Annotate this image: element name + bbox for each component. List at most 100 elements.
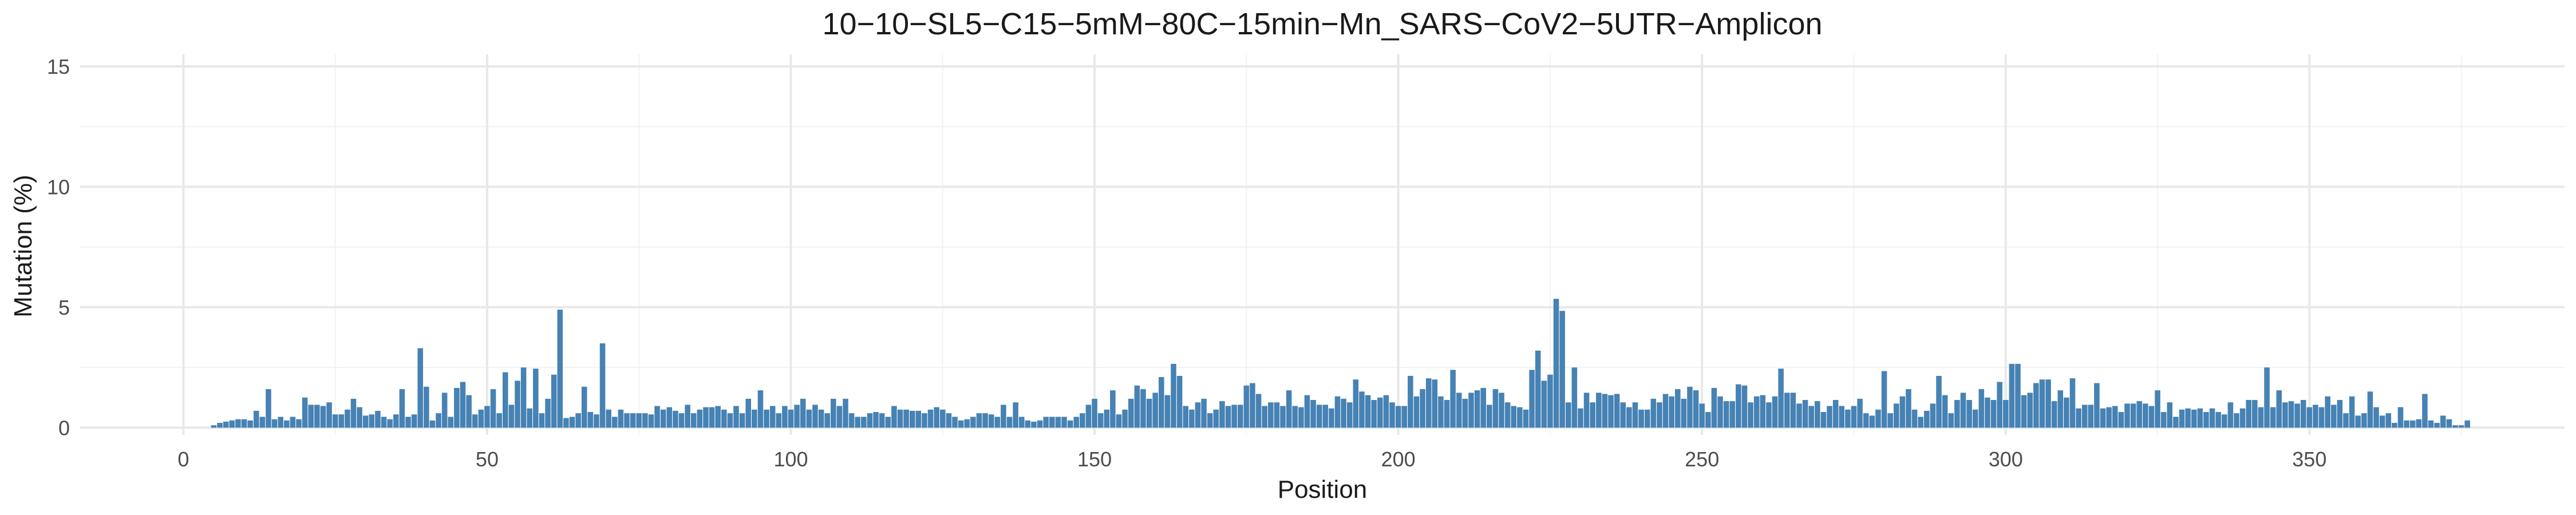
mutation-bar [1851,406,1857,428]
mutation-bar [1541,381,1547,428]
mutation-bar [1462,398,1468,428]
mutation-bar [2021,395,2027,428]
mutation-bar [369,414,375,428]
mutation-bar [1310,399,1316,428]
mutation-bar [314,405,320,428]
mutation-bar [1031,421,1037,428]
mutation-bar [1936,375,1942,428]
mutation-bar [685,405,690,428]
mutation-bar [2313,405,2318,428]
mutation-bar [2428,420,2434,428]
mutation-bar [2027,393,2033,428]
mutation-bar [2385,413,2392,428]
mutation-bar [1499,393,1504,428]
mutation-bar [454,387,460,428]
mutation-bar [1468,393,1474,428]
mutation-bar [1049,417,1055,428]
mutation-bar [1583,393,1590,428]
mutation-bar [1590,402,1595,428]
mutation-bar [1869,415,1875,428]
mutation-bar [308,405,314,428]
mutation-bar [1037,420,1043,428]
mutation-bar [946,413,952,428]
mutation-bar [1796,403,1802,428]
mutation-bar [1930,403,1936,428]
mutation-bar [1365,395,1371,428]
mutation-bar [1644,409,1650,428]
mutation-bar [2155,390,2160,428]
mutation-bar [424,386,429,428]
mutation-bar [271,419,278,428]
mutation-bar [2361,413,2367,428]
x-tick-label: 150 [1077,447,1112,471]
mutation-bar [1268,402,1274,428]
mutation-bar [2197,408,2203,428]
mutation-bar [794,405,800,428]
mutation-bar [338,414,345,428]
mutation-bar [1997,382,2002,428]
mutation-bar [2033,383,2039,428]
mutation-bar [594,414,599,428]
mutation-bar [812,405,818,428]
mutation-bar [1334,396,1341,428]
mutation-bar [241,419,247,428]
mutation-bar [508,405,515,428]
mutation-bar [1717,396,1723,428]
mutation-bar [642,413,648,428]
mutation-bar [2203,412,2209,428]
mutation-bar [1298,407,1304,428]
mutation-bar [927,409,934,428]
mutation-bar [2118,412,2124,428]
mutation-bar [2318,407,2325,428]
mutation-bar [1122,409,1128,428]
mutation-bar [2167,402,2173,428]
mutation-bar [697,409,703,428]
mutation-bar [387,419,393,428]
mutation-bar [1529,370,1535,428]
major-gridlines [80,54,2565,435]
y-tick-label: 15 [47,55,70,78]
mutation-bar [745,398,752,428]
y-axis-title: Mutation (%) [9,175,37,317]
mutation-bar [2373,407,2379,428]
mutation-bar [1146,398,1152,428]
mutation-bar [515,381,520,428]
mutation-bar [1990,399,1997,428]
mutation-bar [1207,413,1213,428]
mutation-bar [848,413,855,428]
mutation-bar [1504,402,1511,428]
mutation-bar [885,417,891,428]
mutation-bar [660,409,666,428]
mutation-bar [1911,409,1918,428]
mutation-bar [527,408,533,428]
mutation-bar [776,413,782,428]
x-tick-label: 350 [2292,447,2326,471]
mutation-bar [1985,397,1990,428]
mutation-bar [1650,398,1657,428]
mutation-bar [2088,405,2094,428]
mutation-bar [1832,399,1839,428]
mutation-bar [247,420,253,428]
mutation-bar [2379,415,2385,428]
mutation-bar [994,417,1001,428]
mutation-bar [1061,417,1067,428]
mutation-bar [1067,420,1073,428]
mutation-bar [769,406,776,428]
mutation-bar [2306,407,2313,428]
mutation-bar [1960,393,1966,428]
mutation-bar [690,413,697,428]
mutation-bar [563,418,569,428]
mutation-bar [752,409,757,428]
mutation-bar [964,419,970,428]
mutation-bar [673,410,678,428]
mutation-bar [520,367,527,428]
mutation-bar [1231,405,1237,428]
mutation-bar [2039,379,2045,428]
mutation-bar [545,398,551,428]
mutation-bar [302,397,308,428]
mutation-bar [1292,406,1298,428]
mutation-bar [1152,393,1158,428]
mutation-bar [253,410,259,428]
x-axis-tick-labels: 0 50 100 150 200 250 300 350 [177,447,2326,471]
mutation-bar [332,414,338,428]
